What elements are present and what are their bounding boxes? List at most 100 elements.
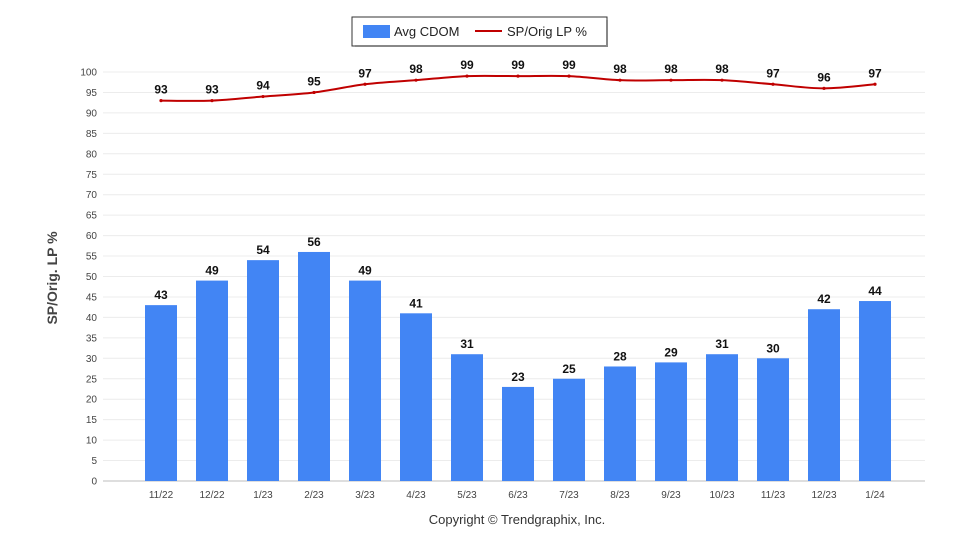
bar xyxy=(859,301,891,481)
line-point xyxy=(822,86,826,90)
copyright: Copyright © Trendgraphix, Inc. xyxy=(429,512,606,527)
y-tick-label: 10 xyxy=(86,436,98,447)
legend-swatch-avg-cdom xyxy=(363,25,390,38)
bar xyxy=(196,280,228,481)
line-point xyxy=(210,99,214,103)
bar xyxy=(502,386,534,481)
x-tick-label: 2/23 xyxy=(304,490,324,501)
y-tick-label: 85 xyxy=(86,129,98,140)
bar-data-label: 54 xyxy=(256,243,270,257)
y-tick-label: 25 xyxy=(86,374,98,385)
y-tick-label: 40 xyxy=(86,313,98,324)
x-tick-label: 7/23 xyxy=(559,490,579,501)
line-point xyxy=(363,82,367,86)
line-point xyxy=(414,78,418,82)
y-tick-label: 0 xyxy=(91,477,97,488)
line-data-label: 93 xyxy=(205,83,219,97)
x-tick-label: 9/23 xyxy=(661,490,681,501)
bar xyxy=(706,354,738,481)
line-data-label: 97 xyxy=(868,66,882,80)
line-data-label: 97 xyxy=(766,66,780,80)
bar-data-label: 31 xyxy=(460,337,474,351)
line-point xyxy=(720,78,724,82)
bar-data-label: 28 xyxy=(613,349,627,363)
bar-data-label: 41 xyxy=(409,296,423,310)
legend-label-avg-cdom: Avg CDOM xyxy=(394,24,460,39)
bar-data-label: 43 xyxy=(154,288,168,302)
x-tick-label: 8/23 xyxy=(610,490,630,501)
bar xyxy=(349,280,381,481)
bar-data-label: 30 xyxy=(766,341,780,355)
line-point xyxy=(465,74,469,78)
line-data-label: 99 xyxy=(460,58,474,72)
y-tick-label: 70 xyxy=(86,190,98,201)
x-tick-label: 5/23 xyxy=(457,490,477,501)
y-tick-label: 80 xyxy=(86,149,98,160)
y-axis-ticks: 0 5 10 15 20 25 30 35 40 45 50 55 60 65 70 75 80 85 90 95 10… xyxy=(80,68,97,488)
x-axis-ticks: 11/22 12/22 1/23 2/23 3/23 4/23 5/23 6/23 7/23 8/… xyxy=(149,490,885,501)
bar xyxy=(400,313,432,481)
line-point xyxy=(567,74,571,78)
y-tick-label: 5 xyxy=(91,456,97,467)
line-data-label: 98 xyxy=(664,62,678,76)
legend: Avg CDOM SP/Orig LP % xyxy=(351,16,608,47)
y-tick-label: 35 xyxy=(86,333,98,344)
y-tick-label: 95 xyxy=(86,88,98,99)
x-tick-label: 1/23 xyxy=(253,490,273,501)
y-tick-label: 55 xyxy=(86,252,98,263)
y-tick-label: 75 xyxy=(86,170,98,181)
x-tick-label: 3/23 xyxy=(355,490,375,501)
line-data-label: 94 xyxy=(256,79,270,93)
x-tick-label: 11/22 xyxy=(149,490,174,501)
line-point xyxy=(618,78,622,82)
x-tick-label: 4/23 xyxy=(406,490,426,501)
bar-data-label: 49 xyxy=(358,264,372,278)
x-tick-label: 1/24 xyxy=(865,490,885,501)
y-tick-label: 45 xyxy=(86,292,98,303)
bar-data-label: 49 xyxy=(205,264,219,278)
line-point xyxy=(159,99,163,103)
bar xyxy=(604,366,636,481)
y-tick-label: 60 xyxy=(86,231,98,242)
x-tick-label: 12/23 xyxy=(811,490,836,501)
y-tick-label: 50 xyxy=(86,272,98,283)
line-data-label: 93 xyxy=(154,83,168,97)
bar-data-label: 44 xyxy=(868,284,882,298)
bar xyxy=(808,309,840,481)
bar xyxy=(247,260,279,481)
bar-data-label: 56 xyxy=(307,235,321,249)
line-point xyxy=(771,82,775,86)
y-tick-label: 90 xyxy=(86,108,98,119)
y-axis-label: SP/Orig. LP % xyxy=(44,231,60,325)
bar-data-label: 42 xyxy=(817,292,831,306)
line-point xyxy=(261,94,265,99)
bar xyxy=(655,362,687,481)
y-tick-label: 100 xyxy=(80,68,97,79)
bars: 43 49 54 56 49 41 31 23 25 28 29 31 30 42 44 xyxy=(145,235,891,481)
line-data-label: 98 xyxy=(409,62,423,76)
line-point xyxy=(669,78,673,82)
x-tick-label: 10/23 xyxy=(709,490,734,501)
line-data-label: 99 xyxy=(511,58,525,72)
legend-label-sp-orig-lp: SP/Orig LP % xyxy=(507,24,587,39)
line-data-label: 99 xyxy=(562,58,576,72)
x-tick-label: 11/23 xyxy=(761,490,786,501)
line-point xyxy=(873,82,877,86)
bar xyxy=(298,251,330,481)
bar xyxy=(553,378,585,481)
x-tick-label: 12/22 xyxy=(199,490,224,501)
line-point xyxy=(312,90,316,95)
y-tick-label: 30 xyxy=(86,354,98,365)
line-data-label: 98 xyxy=(715,62,729,76)
line-data-label: 98 xyxy=(613,62,627,76)
bar-data-label: 23 xyxy=(511,370,525,384)
y-tick-label: 20 xyxy=(86,395,98,406)
line-data-label: 96 xyxy=(817,70,831,84)
bar xyxy=(145,305,177,481)
bar xyxy=(451,354,483,481)
line-point xyxy=(516,74,520,78)
line-data-label: 95 xyxy=(307,74,321,88)
y-tick-label: 65 xyxy=(86,211,98,222)
bar-data-label: 25 xyxy=(562,362,576,376)
bar-data-label: 29 xyxy=(664,345,678,359)
